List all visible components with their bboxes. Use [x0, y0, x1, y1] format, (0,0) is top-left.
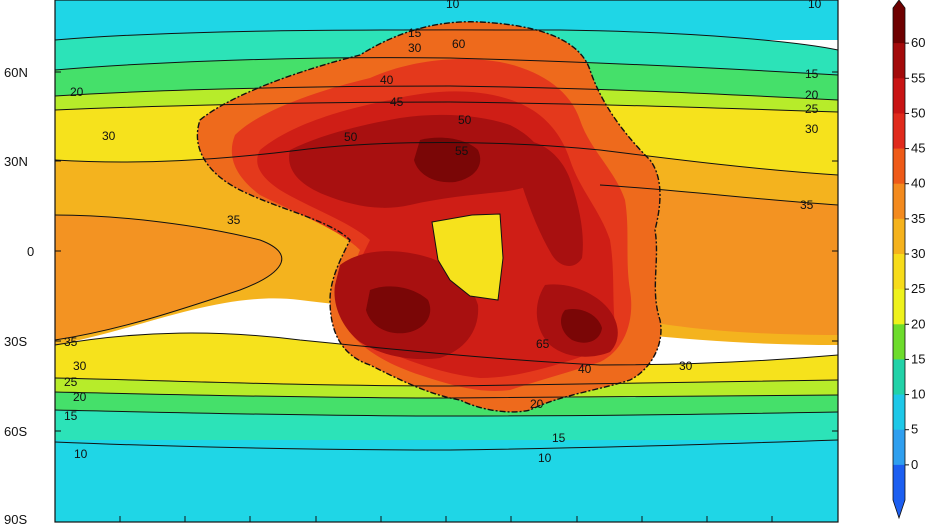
band-ocean-warm	[55, 215, 282, 340]
colorbar-segment	[893, 464, 905, 501]
colorbar-segment	[893, 148, 905, 185]
contour-label-15: 15	[408, 26, 422, 40]
colorbar-segment	[893, 394, 905, 431]
contour-label-20-c: 20	[73, 390, 87, 404]
contour-label-40: 40	[380, 73, 394, 87]
contour-line-10-north	[54, 29, 839, 51]
contour-label-20: 20	[70, 85, 84, 99]
colorbar-segment	[893, 429, 905, 466]
colorbar-segment	[893, 113, 905, 150]
contour-line-35-east	[599, 184, 839, 206]
contour-label-25-b: 25	[64, 375, 78, 389]
contour-lines	[54, 29, 839, 451]
contour-label-20-b: 20	[805, 88, 819, 102]
contour-label-55: 55	[455, 144, 469, 158]
contour-line-30-south	[54, 332, 839, 366]
colorbar-segment	[893, 324, 905, 360]
colorbar-tick-label: 5	[911, 422, 918, 437]
contour-line-25-south	[54, 377, 839, 387]
colorbar-tick-label: 55	[911, 70, 925, 85]
contour-label-60: 60	[452, 37, 466, 51]
longitude-ticks	[119, 516, 773, 522]
band-ocean-warm-east	[600, 185, 838, 335]
contour-value-labels: 10 10 15 30 60 15 20 20 25 30 30 35 35 3…	[64, 0, 822, 465]
contour-label-50: 50	[344, 130, 358, 144]
contour-line-15-south	[54, 409, 839, 417]
contour-line-10-south	[54, 439, 839, 451]
lat-label-90s: 90S	[4, 512, 27, 527]
colorbar-tick-label: 20	[911, 316, 925, 331]
lat-label-30s: 30S	[4, 334, 27, 349]
contour-line-25-north	[54, 101, 839, 113]
lat-label-30n: 30N	[4, 154, 28, 169]
contour-label-15-d: 15	[552, 431, 566, 445]
contour-label-10-c: 10	[74, 447, 88, 461]
contour-label-30-d: 30	[73, 359, 87, 373]
colorbar-tick-label: 60	[911, 35, 925, 50]
colorbar-segment	[893, 289, 905, 325]
contour-line-15-north	[54, 57, 839, 76]
contour-label-10-d: 10	[538, 451, 552, 465]
contour-line-20-south	[54, 391, 839, 399]
contour-label-50-b: 50	[458, 113, 472, 127]
colorbar-tick-label: 45	[911, 141, 925, 156]
contour-label-35: 35	[227, 213, 241, 227]
land-55-east	[515, 140, 583, 266]
colorbar-tick-label: 40	[911, 176, 925, 191]
contour-label-35-b: 35	[800, 198, 814, 212]
inland-basin-edge	[431, 213, 504, 301]
lat-label-60n: 60N	[4, 65, 28, 80]
contour-line-35-west	[54, 214, 283, 341]
colorbar-segment	[893, 359, 905, 396]
colorbar-segment	[893, 43, 905, 79]
contour-label-15-b: 15	[805, 67, 819, 81]
contour-label-10: 10	[446, 0, 460, 11]
contour-line-30-north	[54, 142, 839, 176]
contour-label-15-c: 15	[64, 409, 78, 423]
latitude-ticks	[55, 71, 838, 432]
contour-label-35-c: 35	[64, 335, 78, 349]
contour-line-20-north	[54, 85, 839, 101]
colorbar-bottom-arrow	[893, 500, 905, 518]
colorbar-top-arrow	[893, 0, 905, 8]
lat-label-60s: 60S	[4, 424, 27, 439]
coastline	[196, 21, 662, 413]
contour-label-40-b: 40	[578, 362, 592, 376]
contour-label-30-c: 30	[102, 129, 116, 143]
colorbar-border	[892, 0, 906, 520]
contour-label-30-b: 30	[805, 122, 819, 136]
colorbar-tick-label: 25	[911, 281, 925, 296]
colorbar-tick-label: 10	[911, 387, 925, 402]
colorbar-tick-label: 30	[911, 246, 925, 261]
latitude-labels: 60N 30N 0 30S 60S 90S	[4, 65, 34, 527]
colorbar-tick-label: 0	[911, 457, 918, 472]
band-south-20	[55, 392, 838, 416]
supercontinent	[196, 21, 662, 413]
land-60-southwest	[366, 286, 431, 334]
contour-label-20-d: 20	[530, 397, 544, 411]
contour-label-30-e: 30	[679, 359, 693, 373]
map-panel: 10 10 15 30 60 15 20 20 25 30 30 35 35 3…	[54, 0, 839, 523]
colorbar-segment	[893, 78, 905, 114]
colorbar-segment	[893, 254, 905, 290]
colorbar-segment	[893, 218, 905, 255]
colorbar-tick-label: 35	[911, 211, 925, 226]
inland-basin	[432, 214, 503, 300]
contour-label-45: 45	[390, 95, 404, 109]
contour-label-10-b: 10	[808, 0, 822, 11]
colorbar-tick-label: 50	[911, 105, 925, 120]
contour-label-65: 65	[536, 337, 550, 351]
land-60-north	[414, 137, 481, 183]
colorbar-tick-label: 15	[911, 351, 925, 366]
lat-label-0: 0	[27, 244, 34, 259]
land-60-southeast	[560, 308, 602, 343]
contour-label-30: 30	[408, 41, 422, 55]
colorbar-segment	[893, 8, 905, 44]
contour-label-25: 25	[805, 102, 819, 116]
colorbar-segment	[893, 183, 905, 220]
